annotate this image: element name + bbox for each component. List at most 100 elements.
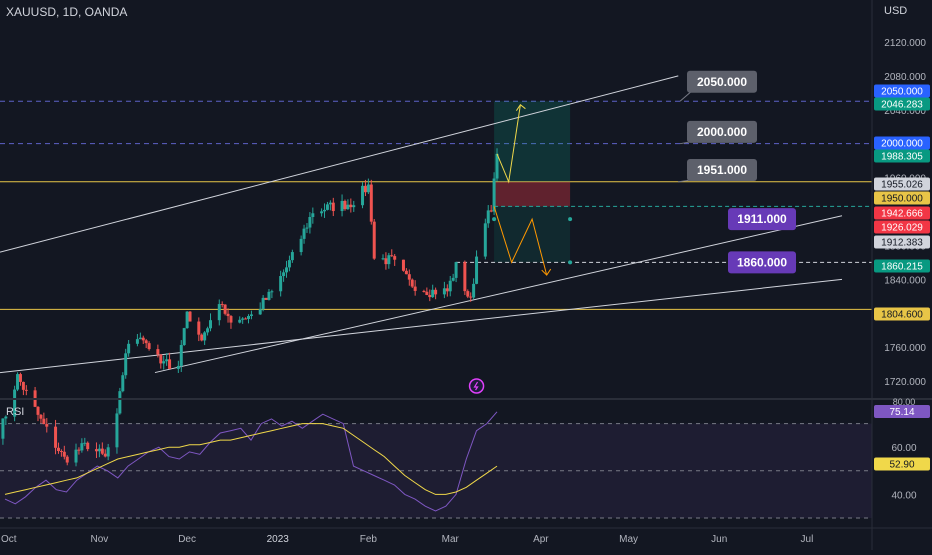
candle-body[interactable] [97, 448, 101, 452]
callout-box[interactable] [687, 158, 757, 181]
candle-body[interactable] [124, 353, 128, 376]
candle-body[interactable] [270, 291, 274, 293]
trendline[interactable] [0, 278, 843, 374]
callout-box[interactable] [728, 251, 796, 274]
candle-body[interactable] [472, 283, 476, 298]
candle-body[interactable] [56, 447, 60, 451]
candle-body[interactable] [121, 375, 125, 392]
candle-body[interactable] [127, 343, 131, 354]
profit-zone[interactable] [494, 101, 571, 182]
candle-body[interactable] [16, 374, 20, 390]
candle-body[interactable] [179, 345, 183, 366]
symbol-title[interactable]: XAUUSD, 1D, OANDA [6, 5, 128, 19]
candle-body[interactable] [454, 262, 458, 278]
event-lightning-icon[interactable] [468, 378, 485, 394]
candle-body[interactable] [18, 374, 22, 382]
candle-body[interactable] [80, 443, 84, 451]
price-tag[interactable] [874, 206, 930, 220]
candle-body[interactable] [185, 311, 189, 329]
candle-body[interactable] [229, 316, 233, 323]
candle-body[interactable] [331, 202, 335, 212]
candle-body[interactable] [290, 252, 294, 261]
candle-body[interactable] [118, 391, 122, 414]
candle-body[interactable] [285, 267, 289, 273]
candle-body[interactable] [305, 227, 309, 229]
candle-body[interactable] [238, 319, 242, 323]
candle-body[interactable] [156, 349, 160, 355]
candle-body[interactable] [36, 406, 40, 415]
candle-body[interactable] [168, 359, 172, 369]
candle-body[interactable] [349, 204, 353, 208]
price-tag[interactable] [874, 191, 930, 205]
candle-body[interactable] [106, 447, 110, 457]
candle-body[interactable] [45, 424, 49, 427]
candle-body[interactable] [144, 340, 148, 344]
rsi-ma-line[interactable] [4, 423, 498, 495]
price-tag[interactable] [874, 84, 930, 98]
candle-body[interactable] [13, 389, 17, 417]
candle-body[interactable] [200, 334, 204, 341]
alt-zone[interactable] [494, 206, 571, 263]
candle-body[interactable] [346, 204, 350, 210]
candle-body[interactable] [320, 211, 324, 214]
candle-body[interactable] [343, 200, 347, 210]
stop-zone[interactable] [494, 181, 571, 207]
candle-body[interactable] [361, 185, 365, 206]
candle-body[interactable] [451, 277, 455, 281]
candle-body[interactable] [220, 304, 224, 306]
candle-body[interactable] [138, 337, 142, 340]
candle-body[interactable] [54, 426, 58, 448]
candle-body[interactable] [4, 416, 8, 419]
candle-body[interactable] [483, 223, 487, 257]
candle-body[interactable] [197, 321, 201, 335]
candle-body[interactable] [431, 289, 435, 298]
candle-body[interactable] [135, 339, 139, 344]
candle-body[interactable] [401, 259, 405, 271]
candle-body[interactable] [115, 413, 119, 448]
candle-body[interactable] [287, 260, 291, 268]
candle-body[interactable] [244, 318, 248, 320]
candle-body[interactable] [372, 221, 376, 259]
candle-body[interactable] [425, 291, 429, 296]
candle-body[interactable] [74, 449, 78, 463]
candle-body[interactable] [162, 361, 166, 364]
candle-body[interactable] [463, 262, 467, 292]
candle-body[interactable] [282, 272, 286, 277]
price-tag[interactable] [874, 177, 930, 191]
candle-body[interactable] [42, 418, 46, 425]
candle-body[interactable] [159, 354, 163, 364]
candle-body[interactable] [249, 314, 253, 317]
candle-body[interactable] [325, 204, 329, 210]
candle-body[interactable] [209, 320, 212, 329]
candle-body[interactable] [486, 210, 490, 224]
candle-body[interactable] [387, 255, 391, 265]
candle-body[interactable] [94, 449, 98, 452]
candle-body[interactable] [65, 456, 69, 463]
candle-body[interactable] [404, 270, 408, 275]
candle-body[interactable] [328, 202, 332, 205]
candle-body[interactable] [77, 449, 81, 451]
candle-body[interactable] [21, 381, 25, 390]
price-tag[interactable] [874, 136, 930, 150]
candle-body[interactable] [24, 389, 28, 391]
candle-body[interactable] [188, 311, 192, 322]
candle-body[interactable] [366, 184, 370, 193]
candle-body[interactable] [83, 442, 87, 444]
candle-body[interactable] [1, 418, 5, 439]
candle-body[interactable] [495, 153, 499, 179]
candle-body[interactable] [340, 200, 344, 212]
price-tag[interactable] [874, 220, 930, 234]
rsi-value-tag[interactable] [874, 404, 930, 418]
trendline[interactable] [0, 75, 679, 253]
candle-body[interactable] [223, 304, 227, 314]
candle-body[interactable] [393, 256, 397, 260]
candle-body[interactable] [434, 289, 438, 295]
candle-body[interactable] [267, 291, 271, 300]
candle-body[interactable] [203, 332, 207, 341]
candle-body[interactable] [469, 296, 473, 298]
candle-body[interactable] [442, 288, 446, 295]
candle-body[interactable] [279, 276, 283, 292]
candle-body[interactable] [103, 453, 107, 457]
